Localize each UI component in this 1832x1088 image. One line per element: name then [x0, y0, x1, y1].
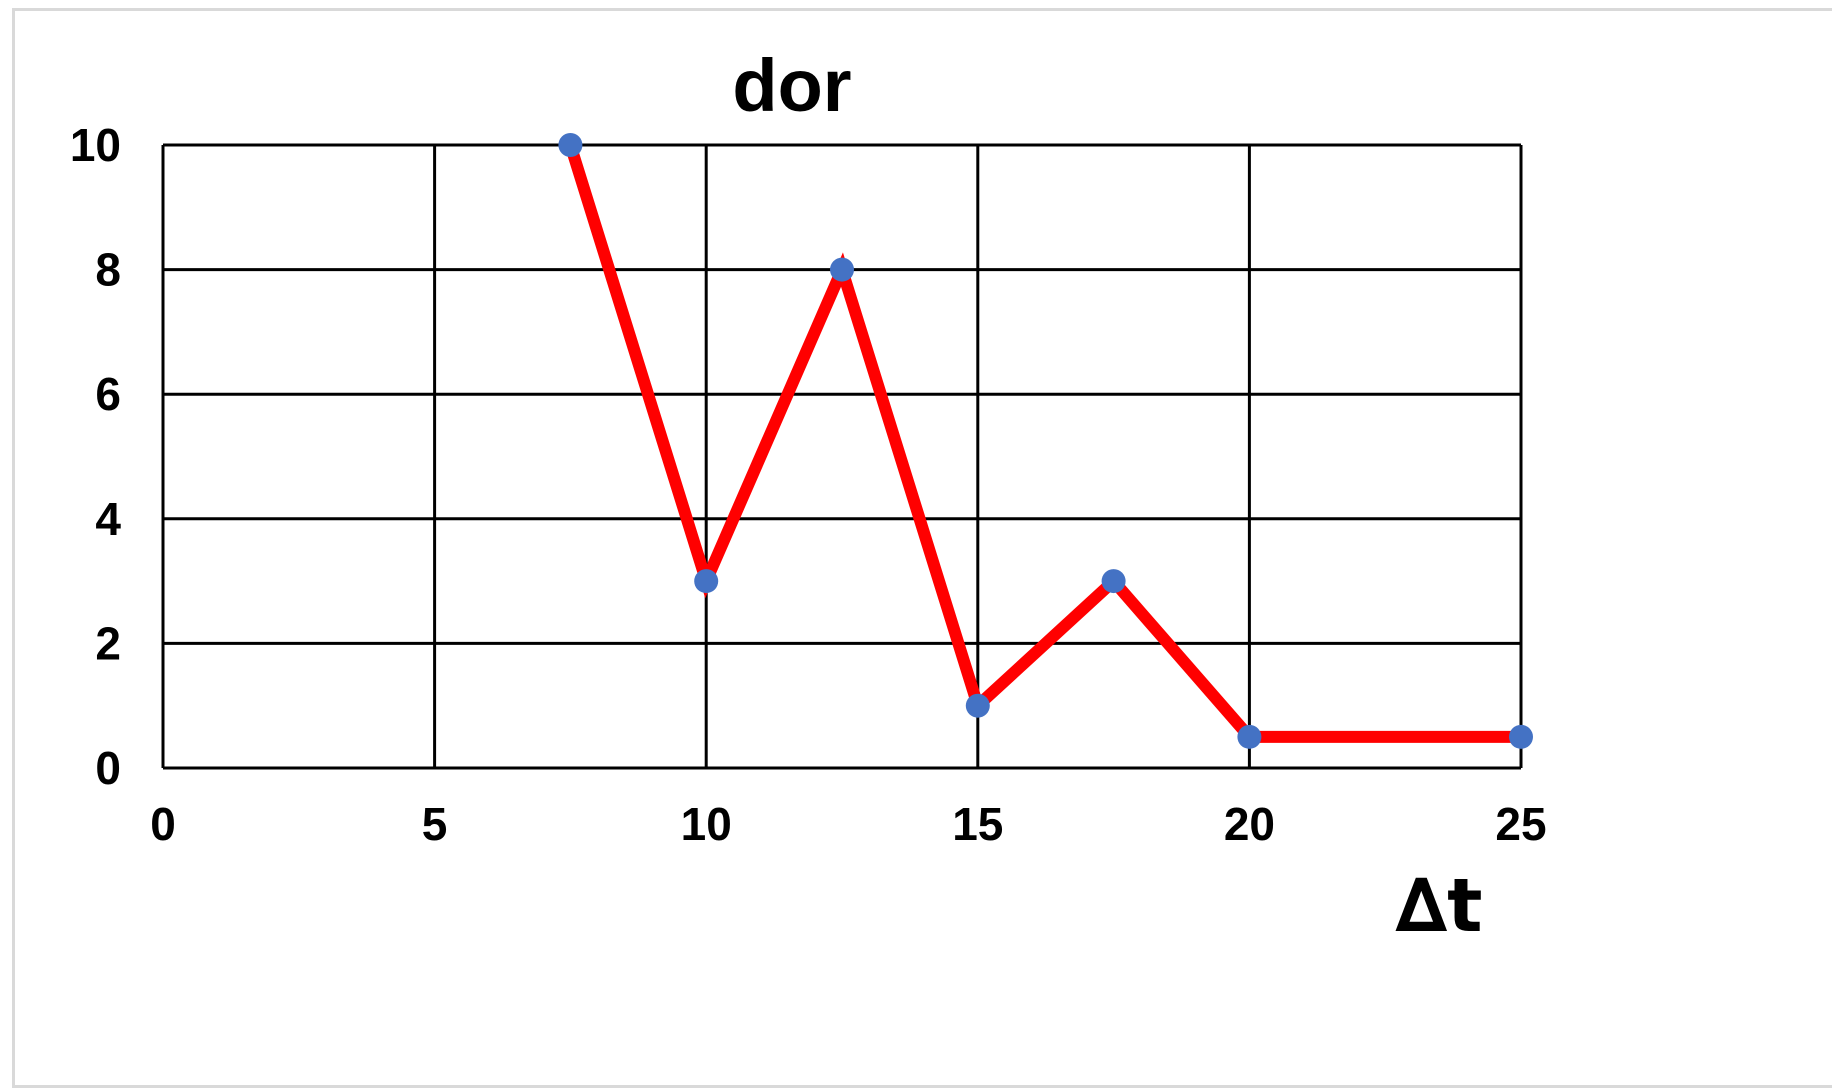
data-point — [1237, 724, 1262, 749]
x-tick-label: 5 — [422, 798, 448, 850]
x-tick-label: 25 — [1495, 798, 1546, 850]
y-tick-label: 0 — [95, 742, 121, 794]
data-point — [1509, 724, 1533, 749]
y-tick-label: 10 — [70, 119, 121, 171]
x-tick-label: 20 — [1224, 798, 1275, 850]
data-point — [558, 133, 583, 157]
x-tick-label: 15 — [952, 798, 1003, 850]
y-tick-label: 8 — [95, 244, 121, 296]
y-tick-label: 4 — [95, 493, 121, 545]
x-axis-ticks: 0 5 10 15 20 25 — [150, 798, 1546, 850]
data-point — [1101, 569, 1126, 594]
line-chart: dor 0 2 4 6 8 10 0 5 10 15 20 25 ∆t — [70, 44, 1547, 949]
y-axis-ticks: 0 2 4 6 8 10 — [70, 119, 122, 794]
x-tick-label: 0 — [150, 798, 176, 850]
data-point — [830, 257, 854, 282]
chart-title: dor — [732, 44, 851, 127]
data-points — [558, 133, 1533, 749]
x-axis-label: ∆t — [1396, 863, 1483, 949]
chart-frame: dor 0 2 4 6 8 10 0 5 10 15 20 25 ∆t — [12, 8, 1832, 1088]
data-point — [694, 569, 719, 594]
grid — [161, 143, 1523, 770]
y-tick-label: 2 — [95, 617, 121, 669]
y-tick-label: 6 — [95, 368, 121, 420]
series-line — [564, 143, 1521, 743]
series-line-group — [564, 143, 1521, 743]
data-point — [965, 693, 990, 718]
x-tick-label: 10 — [681, 798, 732, 850]
